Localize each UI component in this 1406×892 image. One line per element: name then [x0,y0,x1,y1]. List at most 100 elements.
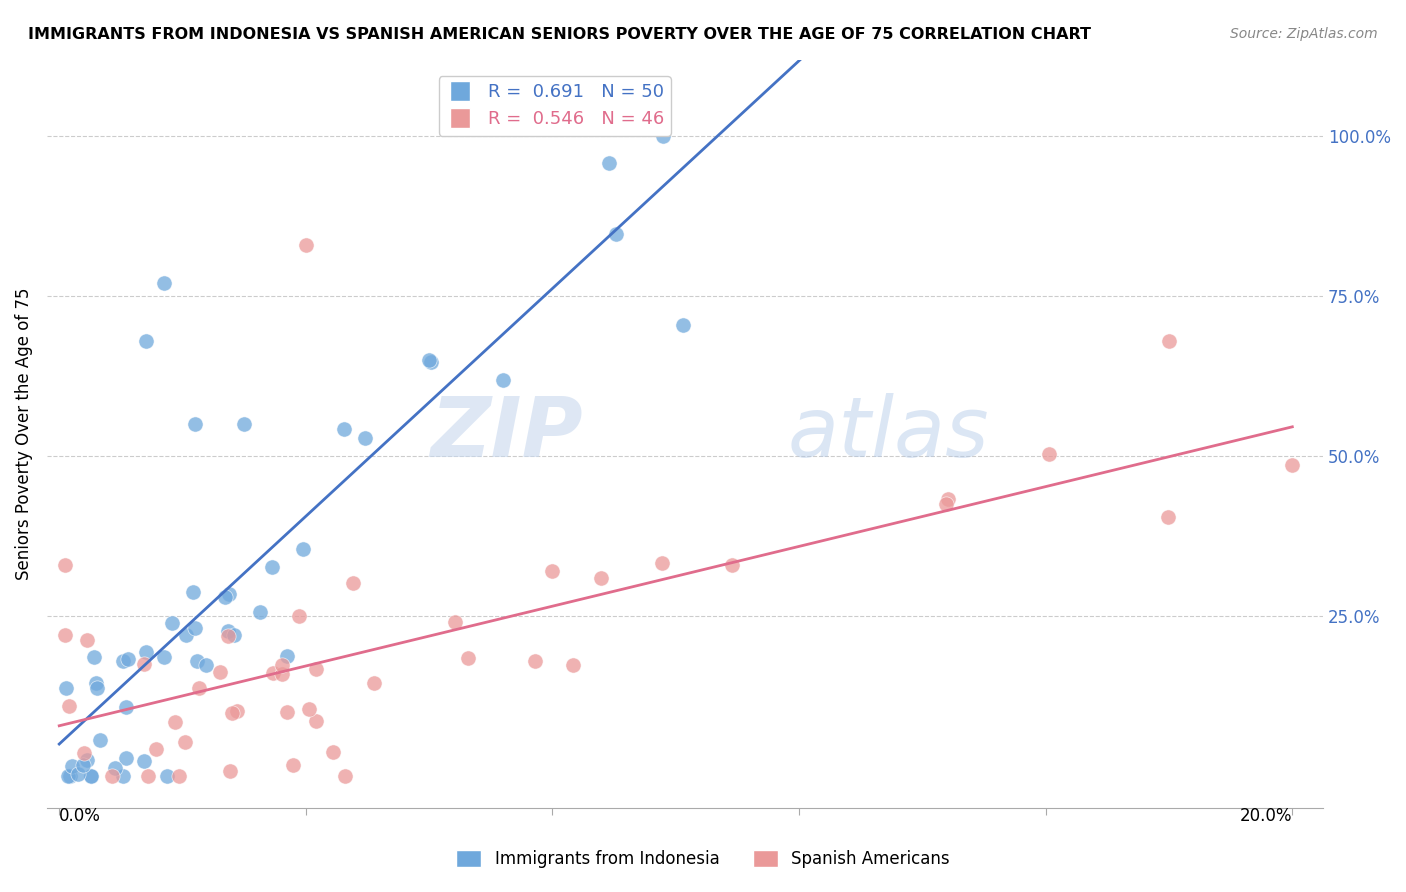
Point [353,431,375,445]
Point [67,767,90,781]
Point [104,761,127,775]
Point [219,764,242,779]
Point [79,769,101,783]
Point [561,658,583,673]
Point [342,576,364,591]
Point [214,590,236,604]
Point [605,227,627,242]
Point [652,129,675,144]
Point [363,675,385,690]
Text: atlas: atlas [787,393,988,475]
Point [132,657,155,671]
Point [160,616,183,631]
Point [1038,447,1060,461]
Point [217,628,239,642]
Point [89,733,111,747]
Point [651,557,673,571]
Point [60,759,83,773]
Text: ZIP: ZIP [430,393,583,475]
Point [589,571,612,585]
Point [457,650,479,665]
Point [291,542,314,557]
Point [541,564,564,578]
Point [167,769,190,783]
Point [145,742,167,756]
Text: 20.0%: 20.0% [1240,806,1292,824]
Point [76,752,98,766]
Point [55,681,77,695]
Point [187,681,209,696]
Point [444,615,467,629]
Point [117,652,139,666]
Point [209,665,232,680]
Point [83,650,105,665]
Point [672,318,695,333]
Text: IMMIGRANTS FROM INDONESIA VS SPANISH AMERICAN SENIORS POVERTY OVER THE AGE OF 75: IMMIGRANTS FROM INDONESIA VS SPANISH AME… [28,27,1091,42]
Point [136,769,159,783]
Point [305,662,328,676]
Point [135,645,157,659]
Point [186,655,208,669]
Point [101,769,124,783]
Point [935,497,957,511]
Point [55,558,77,572]
Point [86,681,108,696]
Point [276,648,298,663]
Point [56,769,79,783]
Point [174,734,197,748]
Point [233,417,256,431]
Point [221,706,243,720]
Point [288,608,311,623]
Point [276,705,298,719]
Text: 0.0%: 0.0% [59,806,101,824]
Point [295,238,318,252]
Point [304,714,326,728]
Point [335,769,357,783]
Point [155,769,177,783]
Point [1157,509,1180,524]
Point [194,658,217,673]
Point [58,698,80,713]
Point [270,667,292,681]
Point [598,156,620,170]
Point [332,422,354,436]
Point [59,769,82,783]
Point [420,354,443,368]
Point [115,751,138,765]
Point [184,621,207,635]
Point [86,676,108,690]
Point [271,658,294,673]
Point [523,654,546,668]
Point [132,755,155,769]
Point [115,699,138,714]
Point [72,758,94,772]
Point [55,628,77,642]
Point [249,605,271,619]
Point [153,277,176,291]
Point [262,560,284,574]
Point [174,628,197,642]
Point [262,666,284,681]
Point [1281,458,1303,472]
Text: Source: ZipAtlas.com: Source: ZipAtlas.com [1230,27,1378,41]
Point [112,769,135,783]
Point [153,650,176,665]
Point [218,587,240,601]
Point [936,492,959,507]
Point [1157,334,1180,348]
Point [163,715,186,730]
Point [721,558,744,573]
Point [418,353,440,368]
Point [184,417,207,431]
Point [225,705,247,719]
Point [79,769,101,783]
Point [111,654,134,668]
Point [181,585,204,599]
Point [73,746,96,760]
Point [217,624,239,639]
Point [322,745,344,759]
Point [298,702,321,716]
Legend: Immigrants from Indonesia, Spanish Americans: Immigrants from Indonesia, Spanish Ameri… [450,843,956,875]
Point [135,334,157,348]
Point [281,758,304,772]
